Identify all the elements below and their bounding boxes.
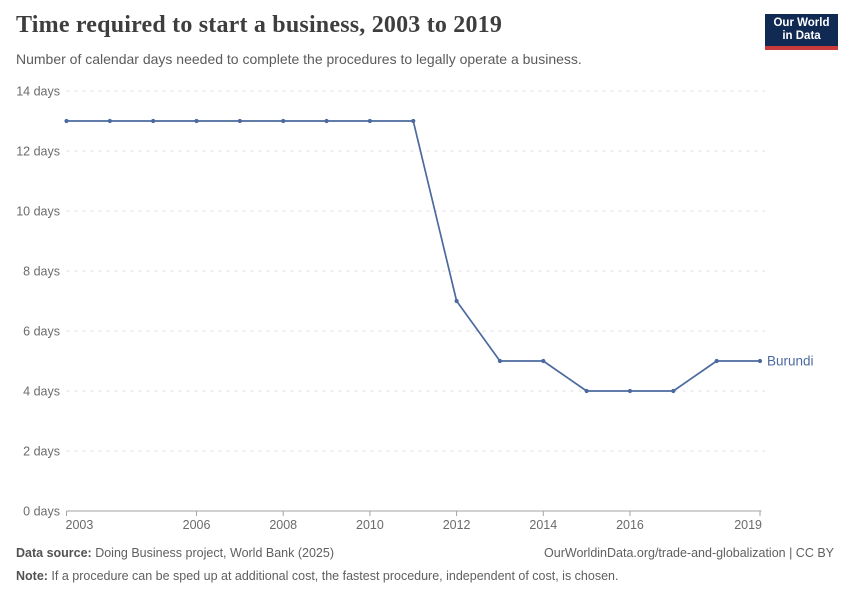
- data-point[interactable]: [454, 298, 459, 304]
- owid-logo-line2: in Data: [782, 30, 821, 42]
- y-axis-tick-label: 6 days: [23, 325, 60, 339]
- series-line: [66, 120, 760, 392]
- series-entity-label: Burundi: [767, 354, 814, 369]
- data-source: Data source: Doing Business project, Wor…: [16, 546, 334, 560]
- chart-note: Note: If a procedure can be sped up at a…: [16, 569, 618, 583]
- y-axis-tick-label: 10 days: [16, 205, 60, 219]
- owid-logo: Our World in Data: [765, 14, 838, 50]
- data-point[interactable]: [324, 118, 329, 124]
- x-axis-tick-label: 2003: [66, 518, 94, 532]
- data-source-text: Doing Business project, World Bank (2025…: [91, 546, 334, 560]
- data-point[interactable]: [281, 118, 286, 124]
- y-axis-tick-label: 0 days: [23, 505, 60, 519]
- y-axis-tick-label: 12 days: [16, 145, 60, 159]
- chart-subtitle: Number of calendar days needed to comple…: [16, 51, 582, 67]
- data-point[interactable]: [237, 118, 242, 124]
- x-axis-tick-label: 2008: [269, 518, 297, 532]
- y-axis-tick-label: 8 days: [23, 265, 60, 279]
- chart-note-text: If a procedure can be sped up at additio…: [47, 569, 619, 583]
- data-point[interactable]: [671, 388, 676, 394]
- x-axis-tick-label: 2012: [443, 518, 471, 532]
- y-axis-tick-label: 14 days: [16, 85, 60, 99]
- data-point[interactable]: [64, 118, 69, 124]
- data-point[interactable]: [757, 358, 763, 364]
- x-axis-tick-label: 2010: [356, 518, 384, 532]
- owid-logo-line1: Our World: [773, 17, 830, 29]
- x-axis-tick-label: 2016: [616, 518, 644, 532]
- y-axis-tick-label: 2 days: [23, 445, 60, 459]
- data-point[interactable]: [714, 358, 719, 364]
- data-point[interactable]: [627, 388, 633, 394]
- data-point[interactable]: [411, 118, 416, 124]
- data-point[interactable]: [541, 358, 546, 364]
- x-axis-tick-label: 2006: [183, 518, 211, 532]
- data-point[interactable]: [107, 118, 112, 124]
- page-title: Time required to start a business, 2003 …: [16, 12, 503, 38]
- x-axis-tick-label: 2014: [529, 518, 557, 532]
- data-point[interactable]: [194, 118, 199, 124]
- x-axis-tick-label: 2019: [734, 518, 762, 532]
- license-link[interactable]: OurWorldinData.org/trade-and-globalizati…: [544, 546, 834, 560]
- data-point[interactable]: [367, 118, 373, 124]
- data-point[interactable]: [497, 358, 503, 364]
- data-point[interactable]: [584, 388, 589, 394]
- chart-note-label: Note:: [16, 569, 48, 583]
- y-axis-tick-label: 4 days: [23, 385, 60, 399]
- data-point[interactable]: [151, 118, 156, 124]
- data-source-label: Data source:: [16, 546, 92, 560]
